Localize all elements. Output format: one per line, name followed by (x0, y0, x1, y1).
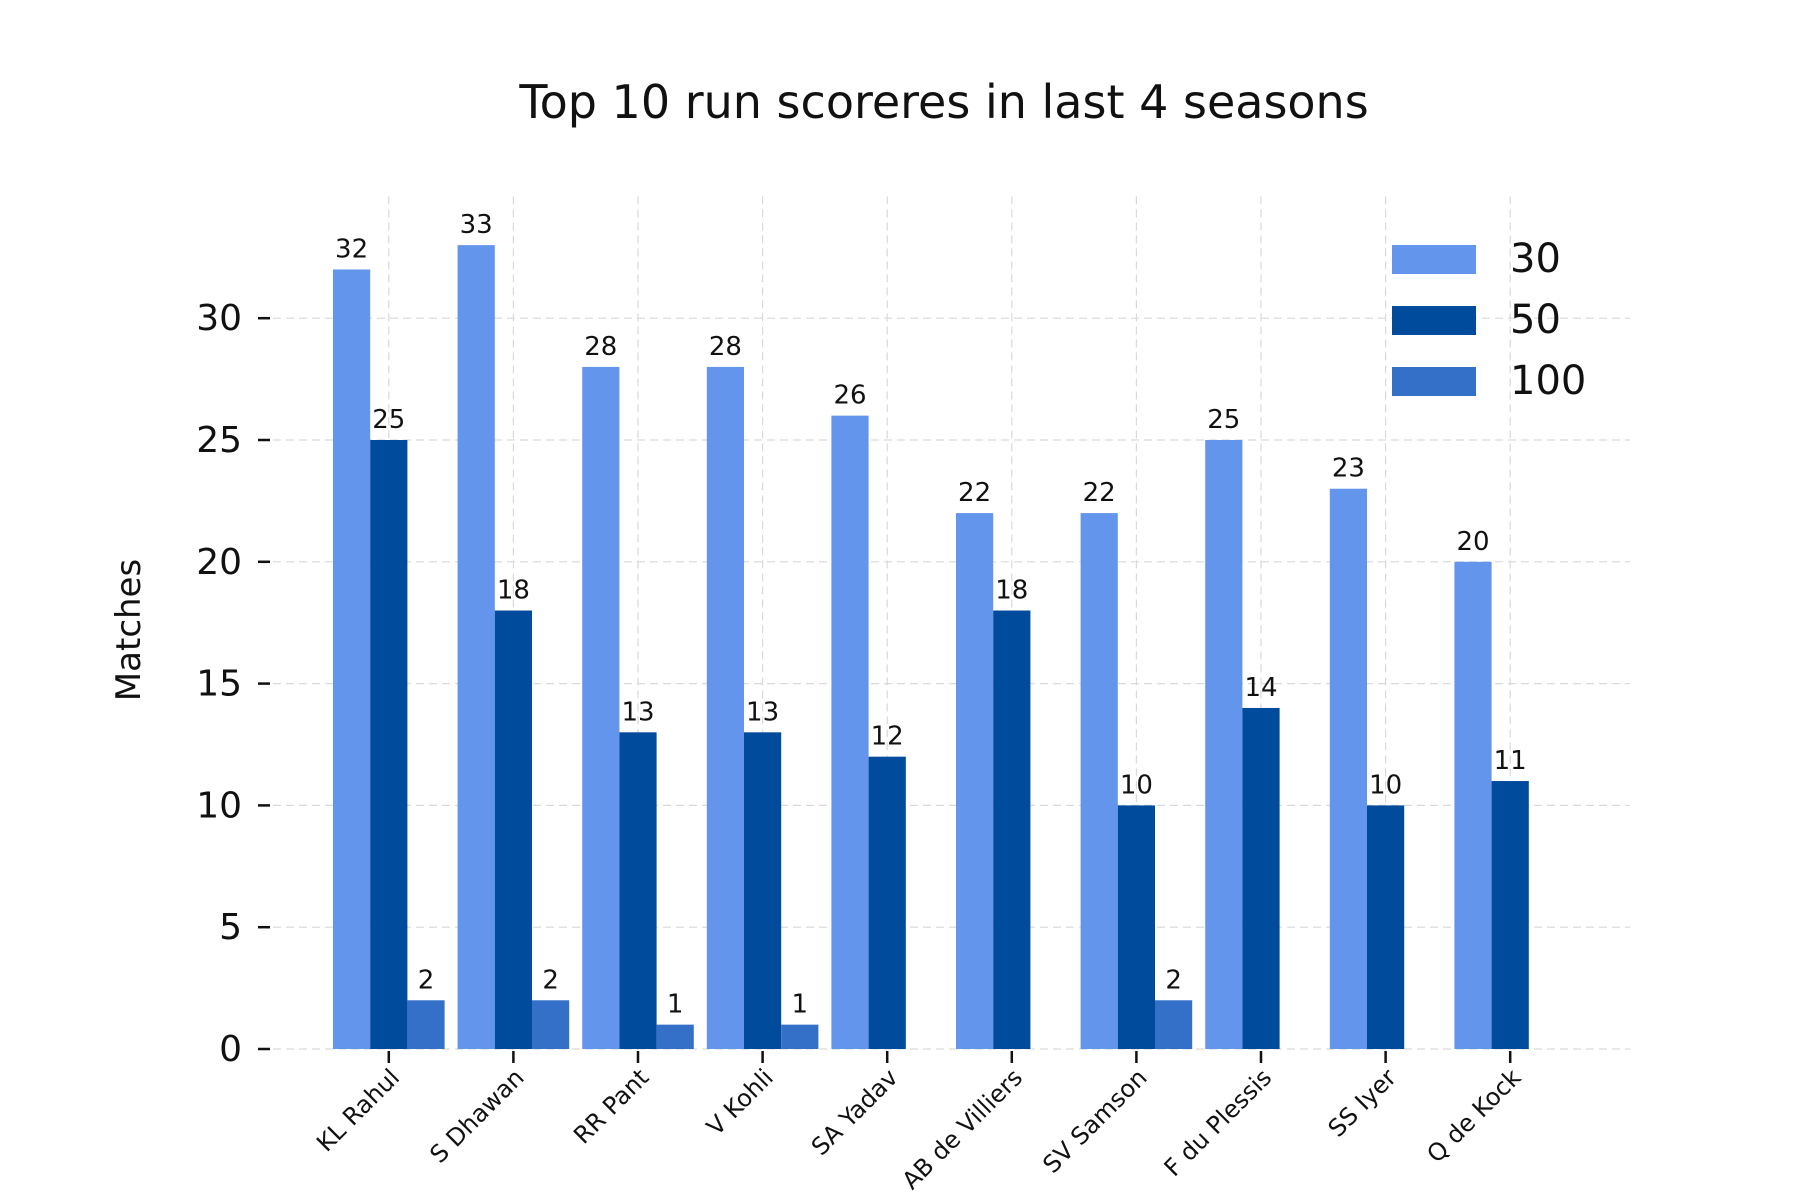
bar-kl-rahul-100 (407, 1000, 445, 1049)
bars (333, 245, 1529, 1050)
value-label: 13 (746, 697, 779, 727)
x-tick-label: SS Iyer (1323, 1063, 1402, 1142)
value-label: 25 (1207, 405, 1240, 435)
y-tick-label: 10 (196, 785, 242, 826)
value-label: 14 (1244, 673, 1277, 703)
legend-label-50: 50 (1510, 297, 1561, 343)
value-label: 12 (871, 722, 904, 752)
y-tick-label: 25 (196, 420, 242, 461)
bar-s-dhawan-30 (457, 245, 495, 1049)
value-label: 11 (1494, 746, 1527, 776)
x-tick-label: SA Yadav (806, 1063, 904, 1161)
value-label: 23 (1332, 454, 1365, 484)
value-label: 2 (1165, 965, 1182, 995)
bar-ab-de-villiers-30 (956, 513, 994, 1049)
bar-rr-pant-50 (619, 732, 657, 1049)
bar-v-kohli-100 (781, 1024, 819, 1049)
value-label: 1 (667, 990, 684, 1020)
bar-v-kohli-30 (706, 366, 744, 1049)
y-axis-label: Matches (109, 559, 149, 701)
chart-title: Top 10 run scoreres in last 4 seasons (518, 75, 1368, 129)
value-labels: 32 25 2 33 18 2 28 13 1 28 13 1 26 12 22 18 22 10 2 25 14 23 1… (335, 210, 1527, 1020)
bar-rr-pant-30 (582, 366, 620, 1049)
value-label: 28 (709, 332, 742, 362)
legend: 30 50 100 (1392, 236, 1586, 404)
x-tick-label: V Kohli (701, 1063, 779, 1141)
value-label: 32 (335, 234, 368, 264)
x-axis: KL Rahul S Dhawan RR Pant V Kohli SA YadavAB… (311, 1051, 1527, 1195)
x-tick-label: AB de Villiers (897, 1063, 1028, 1194)
bar-ab-de-villiers-50 (993, 610, 1031, 1049)
value-label: 1 (792, 990, 809, 1020)
legend-swatch-30 (1392, 245, 1476, 274)
value-label: 18 (995, 576, 1028, 606)
legend-label-30: 30 (1510, 236, 1561, 282)
bar-sv-samson-50 (1117, 805, 1155, 1049)
value-label: 28 (584, 332, 617, 362)
x-tick-label: RR Pant (568, 1063, 654, 1149)
bar-v-kohli-50 (744, 732, 782, 1049)
value-label: 25 (372, 405, 405, 435)
bar-ss-iyer-30 (1329, 488, 1367, 1050)
value-label: 18 (497, 576, 530, 606)
bar-sa-yadav-30 (831, 415, 869, 1049)
y-tick-label: 20 (196, 542, 242, 583)
y-axis: 0 5 10 15 20 25 30 (196, 298, 270, 1070)
bar-ss-iyer-50 (1367, 805, 1405, 1049)
legend-swatch-100 (1392, 367, 1476, 396)
x-tick-label: KL Rahul (311, 1063, 405, 1157)
bar-sv-samson-30 (1080, 513, 1118, 1049)
value-label: 13 (621, 697, 654, 727)
value-label: 22 (1083, 478, 1116, 508)
value-label: 26 (833, 381, 866, 411)
value-label: 10 (1369, 770, 1402, 800)
x-tick-label: F du Plessis (1159, 1063, 1278, 1182)
y-tick-label: 30 (196, 298, 242, 339)
x-tick-label: Q de Kock (1421, 1063, 1526, 1168)
legend-label-100: 100 (1510, 358, 1586, 404)
y-tick-label: 15 (196, 664, 242, 705)
bar-s-dhawan-100 (532, 1000, 570, 1049)
bar-q-de-kock-50 (1491, 781, 1529, 1049)
bar-sa-yadav-50 (868, 756, 906, 1049)
y-tick-label: 5 (219, 907, 242, 948)
value-label: 33 (460, 210, 493, 240)
bar-f-du-plessis-50 (1242, 707, 1280, 1049)
value-label: 2 (542, 965, 559, 995)
bar-s-dhawan-50 (494, 610, 532, 1049)
bar-kl-rahul-50 (370, 440, 408, 1049)
value-label: 20 (1456, 527, 1489, 557)
x-tick-label: S Dhawan (424, 1063, 529, 1168)
bar-sv-samson-100 (1155, 1000, 1193, 1049)
x-tick-label: SV Samson (1037, 1063, 1152, 1178)
value-label: 2 (418, 965, 435, 995)
bar-q-de-kock-30 (1454, 561, 1492, 1049)
value-label: 22 (958, 478, 991, 508)
bar-f-du-plessis-30 (1205, 440, 1243, 1049)
bar-rr-pant-100 (656, 1024, 694, 1049)
legend-swatch-50 (1392, 306, 1476, 335)
y-tick-label: 0 (219, 1029, 242, 1070)
value-label: 10 (1120, 770, 1153, 800)
bar-kl-rahul-30 (333, 269, 371, 1050)
